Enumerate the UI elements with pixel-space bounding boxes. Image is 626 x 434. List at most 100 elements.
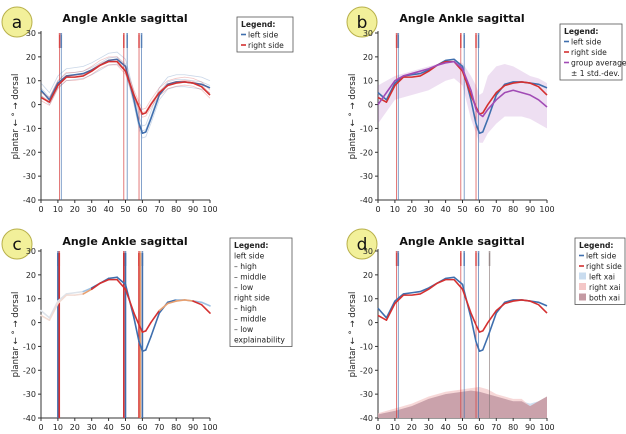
y-tick-label: 0 (368, 101, 373, 110)
x-tick-label: 100 (202, 423, 217, 432)
legend: Legend:left side– high– middle– lowright… (229, 237, 293, 347)
series-segment (116, 276, 127, 286)
y-tick-label: 30 (26, 29, 36, 38)
x-tick-label: 10 (53, 423, 63, 432)
x-tick-label: 50 (120, 205, 130, 214)
legend-entry: left side (234, 252, 265, 261)
y-tick-label: 30 (26, 247, 36, 256)
x-tick-label: 70 (491, 205, 501, 214)
panel-badge-b: b (346, 6, 378, 38)
legend-entry: – high (234, 304, 257, 313)
y-tick-label: 20 (26, 271, 36, 280)
x-tick-label: 30 (87, 205, 97, 214)
x-tick-label: 90 (525, 423, 535, 432)
chart-title: Angle Ankle sagittal (399, 12, 524, 25)
x-tick-label: 0 (38, 205, 43, 214)
series-segment (40, 309, 51, 319)
x-tick-label: 60 (137, 205, 147, 214)
legend-entry: left xai (589, 273, 615, 282)
y-tick-label: 10 (363, 295, 373, 304)
x-tick-label: 30 (87, 423, 97, 432)
x-tick-label: 70 (491, 423, 501, 432)
y-tick-label: 0 (31, 101, 36, 110)
x-tick-label: 0 (375, 205, 380, 214)
x-tick-label: 20 (407, 205, 417, 214)
series-segment (144, 321, 152, 332)
legend-entry: explainability (234, 336, 285, 345)
legend-title: Legend: (564, 27, 598, 36)
x-tick-label: 0 (375, 423, 380, 432)
trial-line (40, 63, 211, 139)
x-tick-label: 40 (104, 205, 114, 214)
trial-line (40, 56, 211, 110)
series-segment (138, 324, 144, 333)
series-segment (74, 290, 85, 294)
series-line (377, 278, 548, 333)
legend-title: Legend: (241, 20, 275, 29)
x-tick-label: 90 (188, 423, 198, 432)
series-segment (138, 340, 144, 353)
panel-d: d Angle Ankle sagittal plantar ← ° → dorsa… (346, 228, 626, 432)
legend-entry: right side (571, 48, 607, 57)
x-tick-label: 60 (137, 423, 147, 432)
legend-entry: group average (571, 59, 626, 68)
y-tick-label: 10 (363, 77, 373, 86)
series-line (377, 60, 548, 115)
x-tick-label: 50 (120, 423, 130, 432)
legend-entry: left side (571, 38, 602, 47)
y-tick-label: 0 (368, 319, 373, 328)
legend-swatch (579, 293, 586, 301)
series-segment (65, 291, 76, 295)
panel-badge-label: b (357, 13, 368, 33)
panel-badge-a: a (1, 6, 33, 38)
series-segment (82, 288, 93, 295)
y-tick-label: -40 (360, 414, 373, 423)
x-tick-label: 100 (539, 423, 554, 432)
series-segment (183, 299, 194, 302)
series-segment (40, 314, 51, 321)
series-segment (150, 309, 161, 324)
legend-swatch (579, 272, 586, 280)
x-tick-label: 20 (70, 423, 80, 432)
x-tick-label: 60 (474, 205, 484, 214)
x-tick-label: 50 (457, 423, 467, 432)
x-tick-label: 60 (474, 423, 484, 432)
x-tick-label: 40 (441, 423, 451, 432)
legend-entry: – low (234, 283, 253, 292)
y-axis-label: plantar ← ° → dorsal (11, 292, 21, 378)
panel-badge-c: c (1, 228, 33, 260)
y-tick-label: 20 (363, 271, 373, 280)
y-tick-label: 0 (31, 319, 36, 328)
y-tick-label: 20 (363, 53, 373, 62)
y-axis-label: plantar ← ° → dorsal (348, 292, 358, 378)
legend-box (236, 16, 294, 53)
series-segment (166, 299, 177, 304)
x-tick-label: 0 (38, 423, 43, 432)
legend-entry: – low (234, 325, 253, 334)
legend-title: Legend: (579, 241, 613, 250)
series-segment (99, 278, 110, 285)
x-tick-label: 10 (390, 423, 400, 432)
panel-badge-circle (1, 6, 33, 38)
legend-entry: – middle (234, 315, 266, 324)
panel-badge-circle (346, 6, 378, 38)
y-tick-label: 10 (26, 295, 36, 304)
series-segment (124, 288, 135, 314)
series-segment (133, 316, 140, 343)
x-tick-label: 30 (424, 423, 434, 432)
x-tick-label: 90 (525, 205, 535, 214)
series-segment (158, 302, 169, 312)
series-segment (144, 336, 152, 351)
x-tick-label: 80 (508, 205, 518, 214)
x-tick-label: 80 (508, 423, 518, 432)
series-segment (90, 282, 101, 290)
x-tick-label: 70 (154, 423, 164, 432)
y-tick-label: 20 (26, 53, 36, 62)
y-tick-label: -20 (23, 366, 36, 375)
y-tick-label: -30 (23, 390, 36, 399)
x-tick-label: 30 (424, 205, 434, 214)
panel-badge-label: d (357, 235, 368, 255)
series-segment (200, 303, 211, 314)
